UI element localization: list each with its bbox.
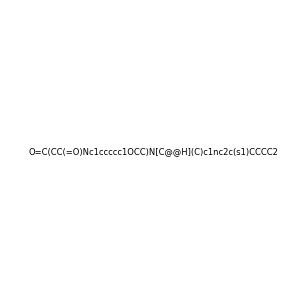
Text: O=C(CC(=O)Nc1ccccc1OCC)N[C@@H](C)c1nc2c(s1)CCCC2: O=C(CC(=O)Nc1ccccc1OCC)N[C@@H](C)c1nc2c(… — [29, 147, 279, 156]
